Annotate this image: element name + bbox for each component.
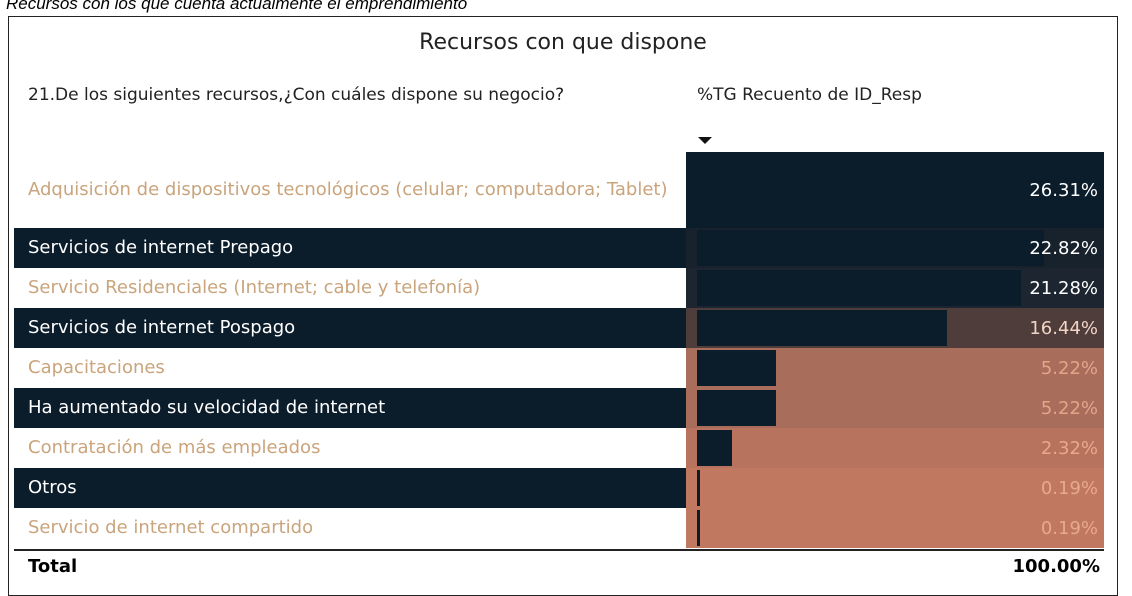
row-label: Otros	[14, 468, 686, 508]
data-bar	[697, 510, 700, 546]
data-bar	[697, 350, 777, 386]
value-cell: 26.31%	[686, 152, 1104, 228]
column-header: 21.De los siguientes recursos,¿Con cuále…	[28, 85, 565, 105]
table-row: Servicio Residenciales (Internet; cable …	[14, 268, 1104, 308]
value-cell: 21.28%	[686, 268, 1104, 308]
row-value: 5.22%	[1040, 397, 1098, 419]
table-row: Contratación de más empleados 2.32%	[14, 428, 1104, 468]
data-bar	[697, 430, 733, 466]
table-row: Servicios de internet Prepago 22.82%	[14, 228, 1104, 268]
row-label: Servicios de internet Prepago	[14, 228, 686, 268]
value-cell: 5.22%	[686, 348, 1104, 388]
total-rule	[14, 549, 1104, 551]
value-cell: 0.19%	[686, 508, 1104, 548]
table-row: Capacitaciones 5.22%	[14, 348, 1104, 388]
caption: Recursos con los que cuenta actualmente …	[6, 0, 468, 13]
table-row: Servicios de internet Pospago 16.44%	[14, 308, 1104, 348]
row-value: 2.32%	[1040, 437, 1098, 459]
table-row: Otros 0.19%	[14, 468, 1104, 508]
row-label: Servicio de internet compartido	[14, 508, 686, 548]
row-label: Adquisición de dispositivos tecnológicos…	[14, 152, 686, 228]
row-value: 0.19%	[1040, 477, 1098, 499]
total-label: Total	[28, 556, 78, 577]
row-label: Ha aumentado su velocidad de internet	[14, 388, 686, 428]
data-bar	[697, 470, 700, 506]
data-bar	[697, 390, 777, 426]
row-label: Contratación de más empleados	[14, 428, 686, 468]
data-bar	[697, 310, 947, 346]
row-value: 26.31%	[1029, 179, 1098, 201]
data-bar	[697, 270, 1021, 306]
row-label: Servicios de internet Pospago	[14, 308, 686, 348]
value-cell: 5.22%	[686, 388, 1104, 428]
row-value: 0.19%	[1040, 517, 1098, 539]
value-cell: 0.19%	[686, 468, 1104, 508]
value-cell: 2.32%	[686, 428, 1104, 468]
row-label: Servicio Residenciales (Internet; cable …	[14, 268, 686, 308]
table-row: Ha aumentado su velocidad de internet 5.2…	[14, 388, 1104, 428]
total-value: 100.00%	[1012, 556, 1101, 577]
value-cell: 22.82%	[686, 228, 1104, 268]
data-bar	[697, 230, 1044, 266]
row-value: 22.82%	[1029, 237, 1098, 259]
data-bar	[697, 154, 1097, 226]
row-label: Capacitaciones	[14, 348, 686, 388]
row-value: 5.22%	[1040, 357, 1098, 379]
row-value: 21.28%	[1029, 277, 1098, 299]
table-row: Adquisición de dispositivos tecnológicos…	[14, 152, 1104, 228]
value-cell: 16.44%	[686, 308, 1104, 348]
column-header: %TG Recuento de ID_Resp	[697, 85, 922, 105]
sort-arrow[interactable]	[698, 137, 712, 145]
table-row: Servicio de internet compartido 0.19%	[14, 508, 1104, 548]
title: Recursos con que dispone	[419, 30, 707, 55]
row-value: 16.44%	[1029, 317, 1098, 339]
